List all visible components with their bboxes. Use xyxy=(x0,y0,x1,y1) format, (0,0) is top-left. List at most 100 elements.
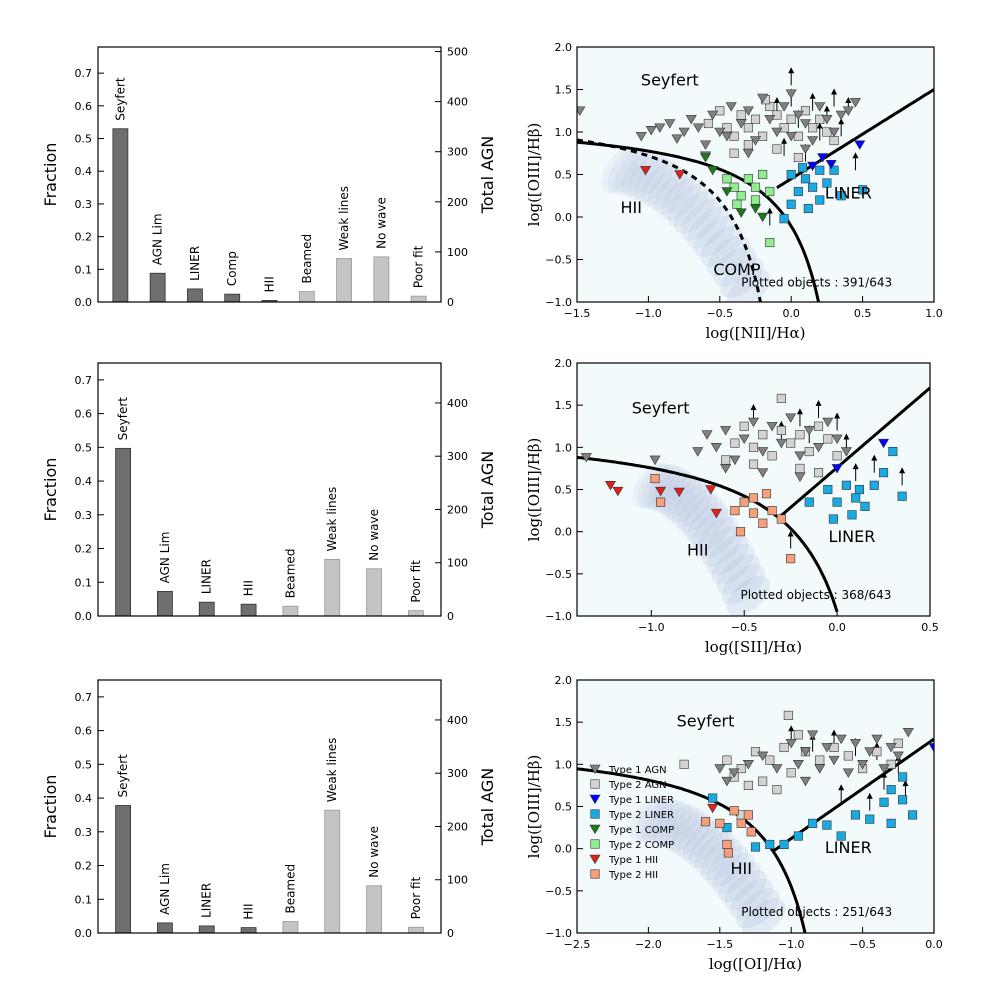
point-type1-agn xyxy=(580,453,592,463)
point-type2-agn xyxy=(813,468,824,478)
point-type1-hii xyxy=(673,487,685,498)
x-tick-label: −2.5 xyxy=(564,938,591,951)
point-type2-liner xyxy=(886,818,896,828)
legend-marker xyxy=(589,764,601,775)
legend-label: Type 2 LINER xyxy=(608,810,674,821)
bar-label: LINER xyxy=(200,559,214,594)
point-type2-hii xyxy=(739,497,749,507)
point-type2-hii xyxy=(786,554,796,564)
point-type1-agn xyxy=(728,768,740,778)
y2-tick-label: 100 xyxy=(447,874,468,887)
point-type1-hii xyxy=(655,486,667,497)
bar-label: No wave xyxy=(367,509,381,561)
legend-label: Type 2 COMP xyxy=(608,840,674,851)
point-type2-hii xyxy=(743,810,753,820)
plot-frame xyxy=(97,362,442,617)
region-label: LINER xyxy=(829,527,876,546)
point-type1-agn xyxy=(725,102,737,112)
sf-density xyxy=(711,543,755,585)
point-type1-comp xyxy=(699,153,712,163)
y-tick-label: 0.7 xyxy=(75,374,93,387)
bar-seyfert xyxy=(115,805,131,934)
sf-density xyxy=(635,796,674,843)
point-type2-agn xyxy=(748,442,759,452)
y2-tick-label: 400 xyxy=(447,714,468,727)
y-tick-label: 0.0 xyxy=(555,843,573,856)
region-label: Seyfert xyxy=(677,711,735,730)
point-type1-agn xyxy=(803,426,815,436)
sf-density xyxy=(721,564,765,605)
point-type2-agn xyxy=(786,438,796,448)
y2-tick-label: 300 xyxy=(447,146,468,159)
point-type2-agn xyxy=(748,459,759,469)
plot-background xyxy=(577,47,934,302)
limit-arrow-head xyxy=(750,404,757,411)
x-axis-label: log([SII]/Hα) xyxy=(705,638,802,656)
sf-density xyxy=(741,898,786,933)
bar-beamed xyxy=(282,605,299,617)
limit-arrow-head xyxy=(766,207,773,214)
bar-liner xyxy=(198,601,215,617)
point-type2-liner xyxy=(847,510,857,520)
point-type1-comp xyxy=(707,165,719,176)
point-type1-agn xyxy=(778,102,790,112)
bar-comp xyxy=(224,293,241,303)
point-type1-agn xyxy=(699,140,712,150)
bar-poor-fit xyxy=(408,926,424,934)
point-type1-agn xyxy=(821,743,833,753)
point-type2-liner xyxy=(860,501,870,511)
sf-density xyxy=(607,148,646,194)
y-tick-label: 1.0 xyxy=(555,441,573,454)
point-type1-agn xyxy=(701,430,713,440)
plot-background xyxy=(577,680,934,933)
point-type2-liner xyxy=(804,497,814,507)
y-tick-label: −0.5 xyxy=(545,885,572,898)
region-label: LINER xyxy=(825,183,872,202)
demarcation-line xyxy=(577,455,839,613)
x-tick-label: −1.0 xyxy=(638,621,665,634)
point-type1-agn xyxy=(799,776,812,787)
sf-density xyxy=(654,171,695,216)
point-type1-agn xyxy=(821,114,833,125)
point-type2-hii xyxy=(761,489,772,499)
point-type2-liner xyxy=(829,165,839,175)
sf-density xyxy=(601,147,639,194)
sf-density xyxy=(647,166,688,211)
point-type2-hii xyxy=(758,518,768,528)
sf-density xyxy=(713,246,757,287)
point-type2-agn xyxy=(739,421,749,431)
point-type1-agn xyxy=(814,764,826,774)
point-type1-agn xyxy=(692,447,704,457)
y2-tick-label: 100 xyxy=(447,557,468,570)
y-tick-label: 0.0 xyxy=(555,526,573,539)
point-type1-agn xyxy=(878,764,890,774)
x-tick-label: −2.0 xyxy=(635,938,662,951)
point-type2-comp xyxy=(750,182,761,192)
sf-density xyxy=(701,525,744,567)
point-type2-hii xyxy=(746,827,756,837)
point-type2-agn xyxy=(679,759,689,769)
sf-density xyxy=(691,509,734,552)
point-type1-liner xyxy=(825,160,837,170)
point-type2-agn xyxy=(815,755,825,765)
y2-axis-label: Total AGN xyxy=(478,451,497,529)
point-type1-agn xyxy=(742,106,754,116)
point-type2-agn xyxy=(767,451,777,461)
point-type1-agn xyxy=(757,93,769,104)
x-tick-label: −0.5 xyxy=(706,307,733,320)
point-type2-hii xyxy=(729,806,739,816)
y-tick-label: 0.4 xyxy=(75,475,93,488)
y-tick-label: 0.6 xyxy=(75,408,93,421)
point-type2-comp xyxy=(765,237,775,248)
point-type1-hii xyxy=(674,170,686,180)
point-type1-agn xyxy=(840,447,852,457)
point-type2-agn xyxy=(730,438,740,448)
point-type2-liner xyxy=(708,793,718,803)
limit-arrow-head xyxy=(873,742,880,749)
x-tick-label: −1.0 xyxy=(635,307,662,320)
point-type1-agn xyxy=(785,89,797,99)
point-type1-hii xyxy=(640,165,652,176)
y-tick-label: 0.0 xyxy=(75,296,93,309)
point-type2-liner xyxy=(879,797,889,807)
